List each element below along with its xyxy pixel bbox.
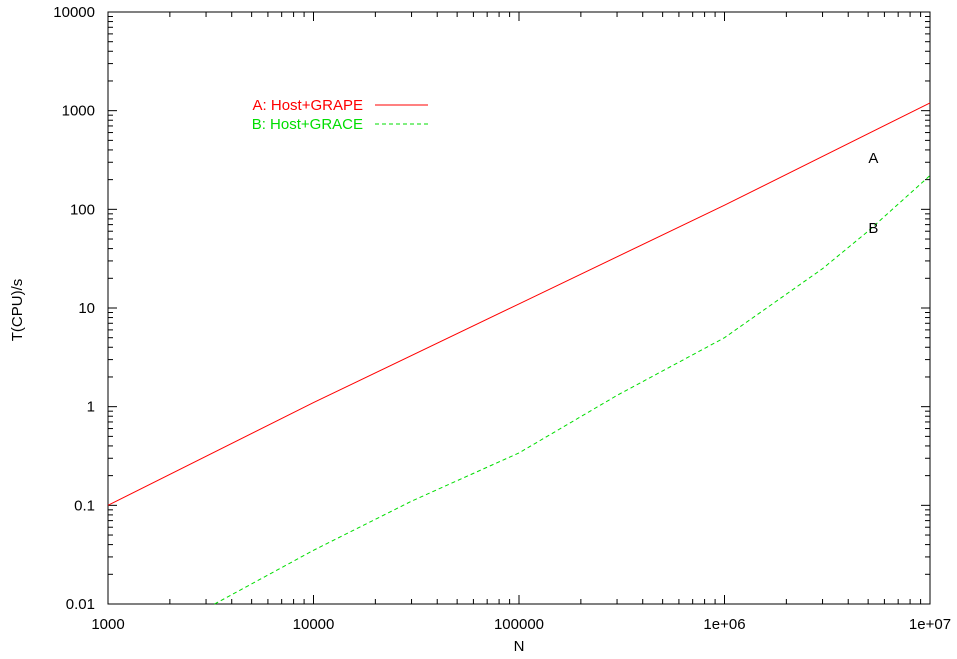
x-tick-label: 1e+06	[703, 616, 745, 633]
axis-tick-labels: 1000 10000 100000 1e+06 1e+07 0.01 0.1 1 10 100 10…	[53, 4, 951, 633]
x-tick-label: 1e+07	[909, 616, 951, 633]
y-tick-label: 10	[78, 300, 95, 317]
series-a-line	[107, 102, 931, 506]
axis-ticks	[107, 11, 931, 605]
legend-label-a: A: Host+GRAPE	[253, 97, 363, 114]
y-tick-label: 1000	[62, 103, 95, 120]
y-axis-title: T(CPU)/s	[9, 279, 26, 342]
legend-label-b: B: Host+GRACE	[252, 116, 363, 133]
plot-frame	[107, 11, 931, 605]
x-tick-label: 10000	[293, 616, 335, 633]
x-tick-label: 1000	[91, 616, 124, 633]
y-tick-label: 1	[87, 399, 95, 416]
curve-label-a: A	[868, 150, 878, 167]
x-tick-label: 100000	[494, 616, 544, 633]
x-axis-title: N	[514, 638, 525, 655]
series-b-line	[214, 175, 931, 605]
series-layer	[107, 102, 931, 605]
annotation-layer: AB	[868, 150, 878, 237]
y-tick-label: 0.01	[66, 596, 95, 613]
legend: A: Host+GRAPE B: Host+GRACE	[252, 97, 428, 133]
curve-label-b: B	[868, 220, 878, 237]
y-tick-label: 100	[70, 201, 95, 218]
y-tick-label: 10000	[53, 4, 95, 21]
y-tick-label: 0.1	[74, 497, 95, 514]
